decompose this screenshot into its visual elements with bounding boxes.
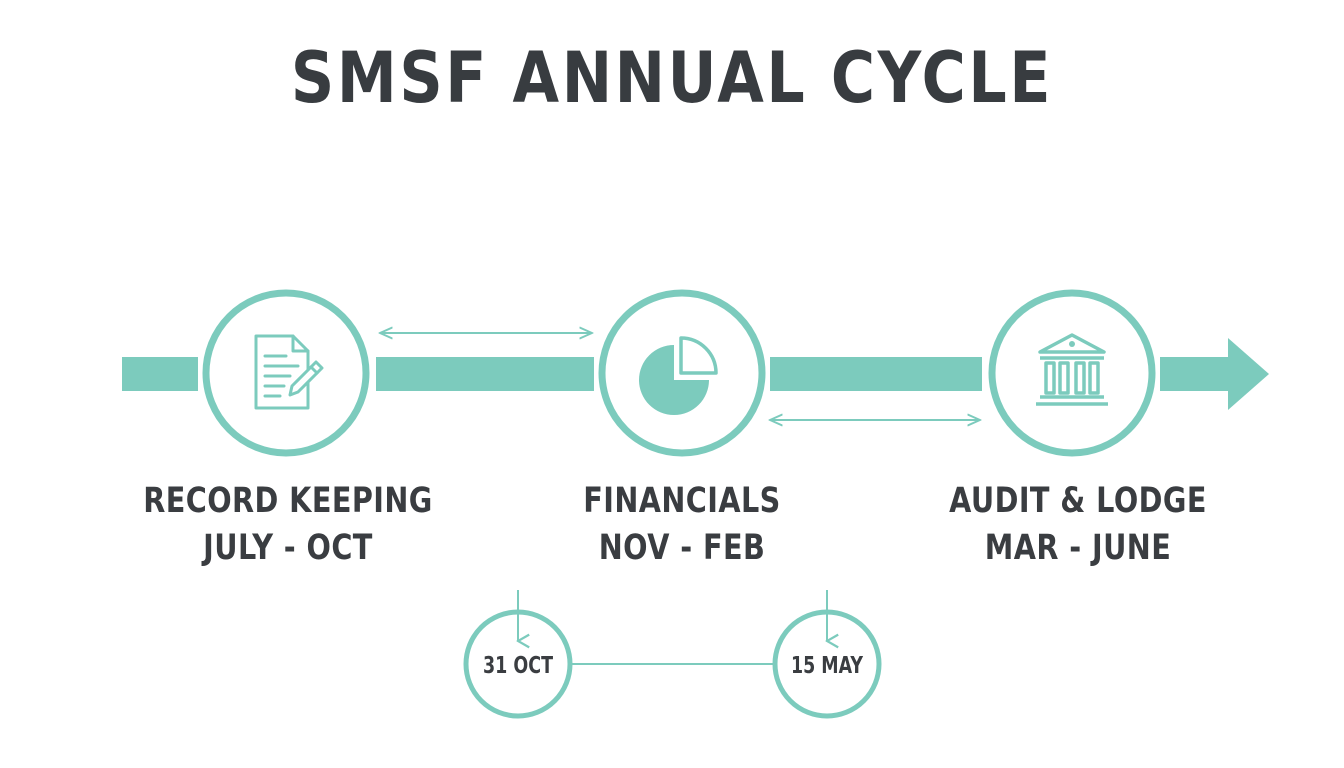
timeline-bar-segment-1 [376,357,594,391]
deadline-circle-may [772,609,882,719]
deadline-label-oct: 31 OCT [483,653,553,679]
timeline-bar-segment-2 [770,357,982,391]
timeline-bar-end [1160,357,1230,391]
deadline-circle-oct [463,609,573,719]
stage-circle-record-keeping [202,289,370,457]
pie-chart-icon [639,336,718,415]
stage-period-record-keeping: JULY - OCT [203,528,373,569]
stage-period-audit-lodge: MAR - JUNE [984,528,1172,569]
timeline-arrowhead-icon [1228,338,1269,410]
stage-circle-audit-lodge [988,289,1156,457]
stage-label-financials: FINANCIALS NOV - FEB [534,478,829,573]
bank-building-icon [1036,333,1108,406]
deadline-label-may: 15 MAY [791,653,863,679]
stage-name-audit-lodge: AUDIT & LODGE [949,481,1207,521]
page-title: SMSF ANNUAL CYCLE [290,37,1054,119]
document-pen-icon [254,334,324,410]
stage-name-financials: FINANCIALS [583,481,781,521]
timeline-bar-start [122,357,198,391]
stage-label-audit-lodge: AUDIT & LODGE MAR - JUNE [930,478,1225,573]
stage-period-financials: NOV - FEB [598,528,766,569]
stage-label-record-keeping: RECORD KEEPING JULY - OCT [140,478,435,573]
stage-name-record-keeping: RECORD KEEPING [143,481,433,521]
